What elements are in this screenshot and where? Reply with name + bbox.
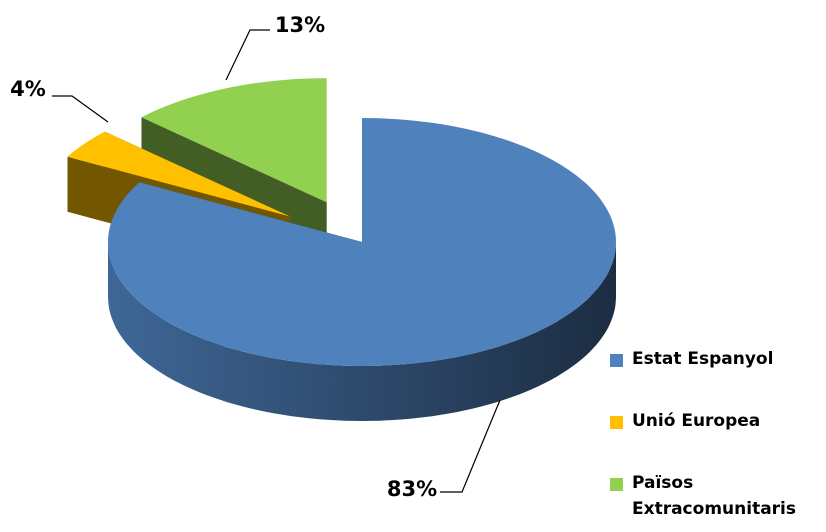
legend-swatch xyxy=(610,354,623,367)
legend-swatch xyxy=(610,478,623,491)
slice xyxy=(108,118,616,421)
slice-wall xyxy=(108,242,616,421)
legend-swatch xyxy=(610,416,623,429)
leader-line xyxy=(225,29,270,81)
leader-line xyxy=(52,95,109,123)
legend-label: Països Extracomunitaris xyxy=(632,473,796,519)
legend-label: Estat Espanyol xyxy=(632,349,774,369)
slice-top xyxy=(108,118,616,366)
legend-item: Països Extracomunitaris xyxy=(610,470,820,532)
legend-label: Unió Europea xyxy=(632,411,761,431)
legend-item: Unió Europea xyxy=(610,408,820,470)
data-label: 4% xyxy=(10,77,46,101)
slice-top xyxy=(67,131,291,217)
data-label: 83% xyxy=(387,477,437,501)
legend: Estat Espanyol Unió Europea Països Extraco… xyxy=(610,346,820,532)
legend-item: Estat Espanyol xyxy=(610,346,820,408)
leader-line xyxy=(440,399,501,493)
data-label: 13% xyxy=(275,13,325,37)
slice-top xyxy=(141,78,327,203)
